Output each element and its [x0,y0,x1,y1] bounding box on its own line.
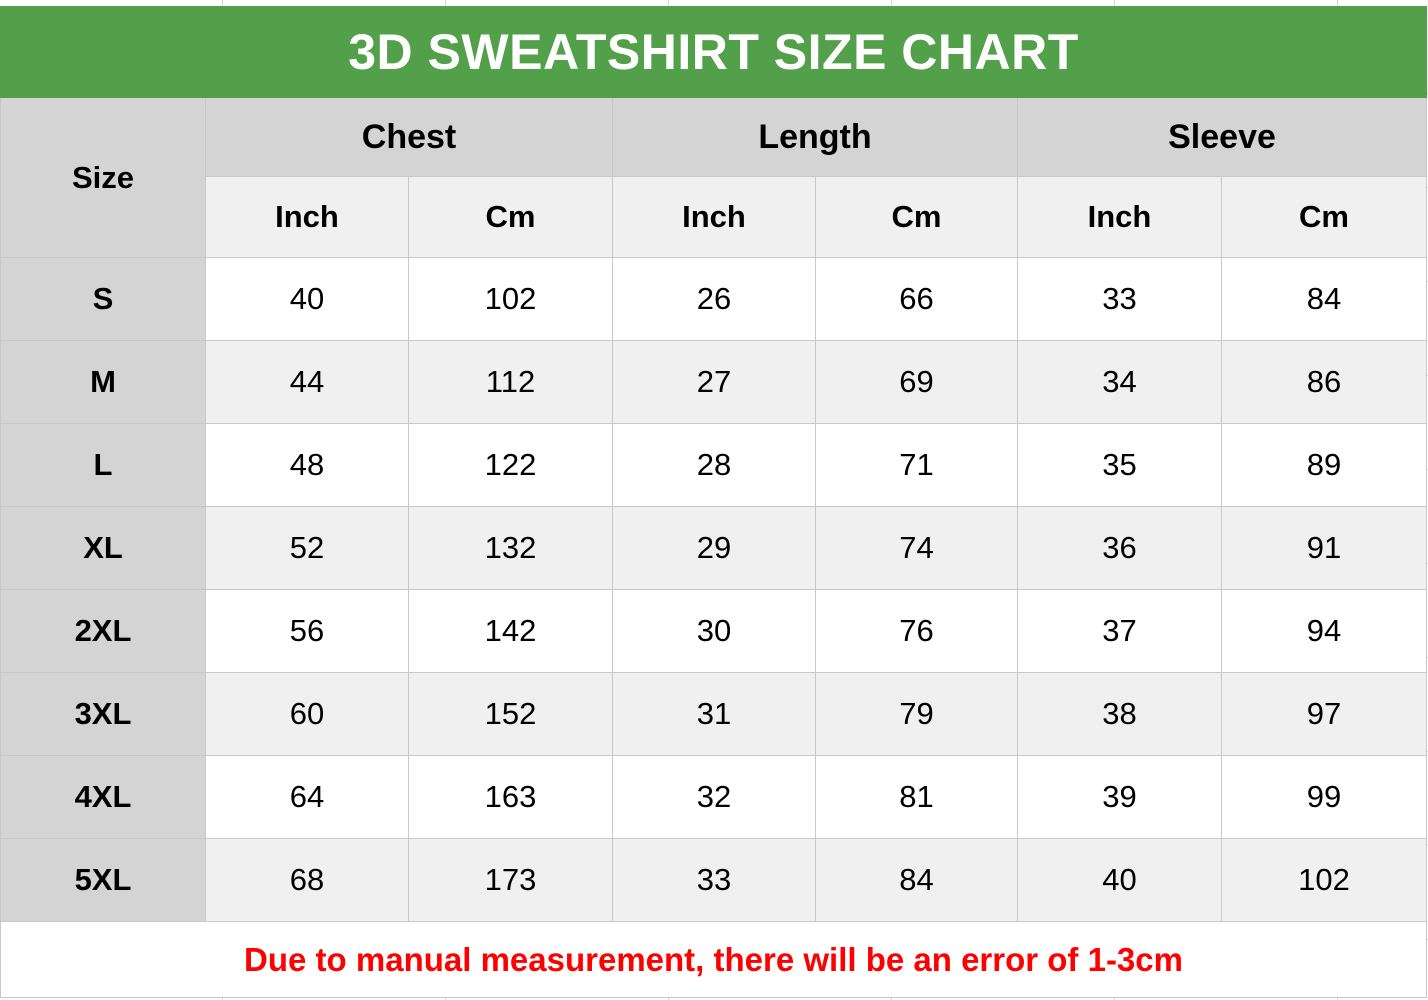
cell-chest-cm: 163 [408,755,613,839]
cell-sleeve-inch: 39 [1017,755,1222,839]
header-group-chest: Chest [205,97,613,177]
cell-length-cm: 74 [815,506,1018,590]
size-chart-table: 3D SWEATSHIRT SIZE CHART Size Chest Leng… [0,6,1428,998]
cell-sleeve-inch: 35 [1017,423,1222,507]
header-length-inch: Inch [612,176,816,258]
cell-chest-inch: 64 [205,755,409,839]
cell-length-inch: 28 [612,423,816,507]
cell-sleeve-inch: 37 [1017,589,1222,673]
table-row: 4XL 64 163 32 81 39 99 [0,755,1428,839]
header-sleeve-cm: Cm [1220,176,1428,258]
cell-sleeve-inch: 40 [1017,838,1222,922]
cell-chest-inch: 56 [205,589,409,673]
header-group-length: Length [612,97,1018,177]
size-label: 5XL [0,838,206,922]
cell-chest-cm: 173 [408,838,613,922]
cell-chest-inch: 40 [205,257,409,341]
cell-length-inch: 26 [612,257,816,341]
measurement-note-row: Due to manual measurement, there will be… [0,921,1428,998]
cell-chest-inch: 60 [205,672,409,756]
cell-sleeve-cm: 91 [1220,506,1428,590]
table-row: 5XL 68 173 33 84 40 102 [0,838,1428,922]
table-row: 2XL 56 142 30 76 37 94 [0,589,1428,673]
size-label: 2XL [0,589,206,673]
measurement-note: Due to manual measurement, there will be… [244,941,1183,978]
cell-sleeve-inch: 33 [1017,257,1222,341]
size-label: 4XL [0,755,206,839]
header-size: Size [0,97,206,258]
header-chest-inch: Inch [205,176,409,258]
cell-length-inch: 29 [612,506,816,590]
cell-chest-cm: 102 [408,257,613,341]
table-row: XL 52 132 29 74 36 91 [0,506,1428,590]
cell-chest-cm: 112 [408,340,613,424]
size-label: S [0,257,206,341]
size-label: L [0,423,206,507]
cell-sleeve-cm: 97 [1220,672,1428,756]
header-group-sleeve: Sleeve [1016,97,1428,177]
cell-sleeve-cm: 99 [1220,755,1428,839]
cell-sleeve-inch: 38 [1017,672,1222,756]
size-label: 3XL [0,672,206,756]
measurement-note-cell: Due to manual measurement, there will be… [0,921,1428,998]
cell-length-cm: 69 [815,340,1018,424]
cell-length-cm: 79 [815,672,1018,756]
size-label: M [0,340,206,424]
cell-sleeve-inch: 34 [1017,340,1222,424]
cell-sleeve-cm: 89 [1220,423,1428,507]
cell-length-cm: 76 [815,589,1018,673]
header-group-row: Size Chest Length Sleeve [0,97,1428,258]
chart-title-row: 3D SWEATSHIRT SIZE CHART [0,6,1428,98]
header-sleeve-inch: Inch [1017,176,1222,258]
cell-sleeve-cm: 102 [1220,838,1428,922]
cell-chest-cm: 122 [408,423,613,507]
size-label: XL [0,506,206,590]
size-chart-container: 3D SWEATSHIRT SIZE CHART Size Chest Leng… [0,6,1428,998]
table-row: M 44 112 27 69 34 86 [0,340,1428,424]
cell-chest-inch: 48 [205,423,409,507]
cell-length-cm: 71 [815,423,1018,507]
cell-chest-cm: 132 [408,506,613,590]
table-row: 3XL 60 152 31 79 38 97 [0,672,1428,756]
cell-length-cm: 84 [815,838,1018,922]
header-unit-row: Inch Cm Inch Cm Inch Cm [1,176,1428,258]
page-title: 3D SWEATSHIRT SIZE CHART [348,24,1079,80]
cell-chest-cm: 152 [408,672,613,756]
cell-length-cm: 81 [815,755,1018,839]
table-row: S 40 102 26 66 33 84 [0,257,1428,341]
cell-sleeve-cm: 84 [1220,257,1428,341]
header-length-cm: Cm [815,176,1018,258]
cell-length-inch: 30 [612,589,816,673]
cell-sleeve-inch: 36 [1017,506,1222,590]
cell-sleeve-cm: 86 [1220,340,1428,424]
cell-chest-inch: 68 [205,838,409,922]
table-row: L 48 122 28 71 35 89 [0,423,1428,507]
header-chest-cm: Cm [408,176,613,258]
cell-length-inch: 27 [612,340,816,424]
chart-title-cell: 3D SWEATSHIRT SIZE CHART [0,6,1428,98]
cell-length-inch: 33 [612,838,816,922]
cell-length-inch: 32 [612,755,816,839]
cell-length-cm: 66 [815,257,1018,341]
cell-length-inch: 31 [612,672,816,756]
cell-chest-inch: 52 [205,506,409,590]
cell-chest-inch: 44 [205,340,409,424]
cell-sleeve-cm: 94 [1220,589,1428,673]
cell-chest-cm: 142 [408,589,613,673]
